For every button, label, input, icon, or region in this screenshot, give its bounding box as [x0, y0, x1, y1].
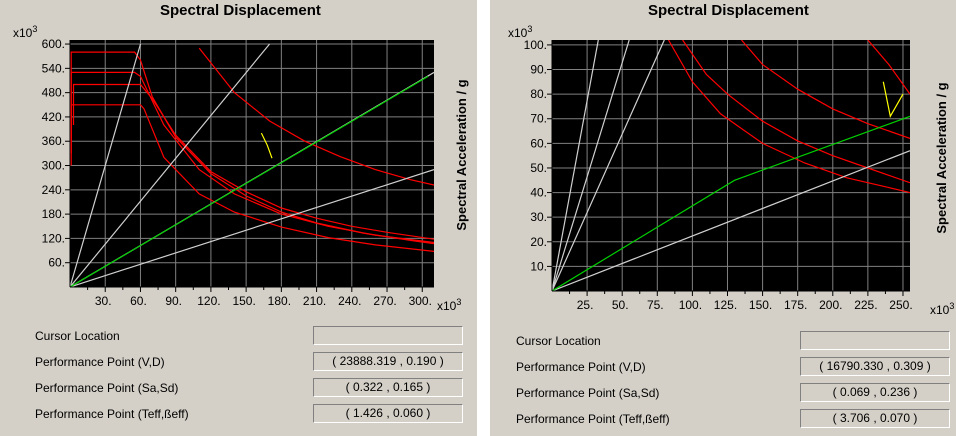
period-line: [552, 150, 910, 291]
chart-title: Spectral Displacement: [648, 2, 809, 19]
performance-point-marker: [260, 132, 273, 159]
performance-point-vd-row: Performance Point (V,D) ( 16790.330 , 0.…: [516, 357, 956, 379]
y-multiplier: x103: [508, 24, 533, 40]
period-line: [552, 40, 599, 291]
cursor-location-row: Cursor Location: [516, 331, 956, 353]
cursor-location-label: Cursor Location: [516, 334, 601, 348]
demand-spectrum-curve: [667, 40, 910, 194]
x-tick-label: 300.: [409, 294, 432, 308]
y-tick-label: 50.: [530, 161, 547, 175]
cursor-location-value: [800, 331, 950, 350]
cursor-location-row: Cursor Location: [35, 326, 465, 348]
performance-point-vd-label: Performance Point (V,D): [35, 355, 165, 369]
period-line: [70, 43, 271, 287]
x-tick-label: 240.: [338, 294, 361, 308]
x-tick-label: 175.: [784, 298, 807, 312]
performance-point-marker: [882, 81, 904, 118]
y-tick-label: 70.: [530, 112, 547, 126]
period-line: [70, 169, 434, 287]
performance-point-teff-row: Performance Point (Teff,ßeff) ( 1.426 , …: [35, 404, 465, 426]
y-tick-label: 60.: [530, 136, 547, 150]
panel-right: Spectral Displacement x103 x103 Spectral…: [490, 0, 956, 436]
y-tick-label: 30.: [530, 210, 547, 224]
performance-point-vd-label: Performance Point (V,D): [516, 360, 646, 374]
performance-point-sasd-row: Performance Point (Sa,Sd) ( 0.322 , 0.16…: [35, 378, 465, 400]
x-tick-label: 50.: [612, 298, 629, 312]
x-tick-label: 125.: [714, 298, 737, 312]
cursor-location-value: [313, 326, 463, 345]
x-tick-label: 180.: [268, 294, 291, 308]
x-tick-label: 270.: [373, 294, 396, 308]
performance-point-vd-row: Performance Point (V,D) ( 23888.319 , 0.…: [35, 352, 465, 374]
spectrum-chart-right[interactable]: 25. 10. 50. 20. 75. 30. 100. 40. 125. 50. 150. 60. 1…: [490, 0, 956, 320]
y-tick-label: 120.: [42, 231, 65, 245]
demand-spectrum-curve: [867, 40, 910, 95]
y-tick-label: 10.: [530, 259, 547, 273]
y-tick-label: 360.: [42, 134, 65, 148]
y-tick-label: 60.: [48, 256, 65, 270]
y-tick-label: 240.: [42, 183, 65, 197]
demand-spectrum-curve: [682, 40, 910, 184]
performance-point-teff-label: Performance Point (Teff,ßeff): [516, 412, 670, 426]
y-tick-label: 480.: [42, 86, 65, 100]
x-tick-label: 30.: [95, 294, 112, 308]
x-tick-label: 90.: [165, 294, 182, 308]
chart-title: Spectral Displacement: [160, 2, 321, 19]
performance-point-sasd-label: Performance Point (Sa,Sd): [516, 386, 660, 400]
x-multiplier: x103: [930, 301, 955, 317]
capacity-curve: [552, 115, 910, 291]
y-tick-label: 90.: [530, 63, 547, 77]
x-tick-label: 25.: [577, 298, 594, 312]
period-line: [70, 43, 142, 287]
performance-point-sasd-value: ( 0.322 , 0.165 ): [313, 378, 463, 397]
performance-point-teff-value: ( 3.706 , 0.070 ): [800, 409, 950, 428]
performance-point-teff-row: Performance Point (Teff,ßeff) ( 3.706 , …: [516, 409, 956, 431]
x-tick-label: 210.: [303, 294, 326, 308]
period-line: [552, 40, 665, 291]
x-tick-label: 225.: [854, 298, 877, 312]
demand-spectrum-curve: [198, 47, 434, 186]
performance-point-sasd-row: Performance Point (Sa,Sd) ( 0.069 , 0.23…: [516, 383, 956, 405]
plot-area[interactable]: [552, 40, 910, 291]
performance-point-vd-value: ( 16790.330 , 0.309 ): [800, 357, 950, 376]
y-tick-label: 540.: [42, 61, 65, 75]
y-tick-label: 80.: [530, 87, 547, 101]
x-tick-label: 100.: [679, 298, 702, 312]
performance-point-sasd-label: Performance Point (Sa,Sd): [35, 381, 179, 395]
x-tick-label: 60.: [130, 294, 147, 308]
demand-spectrum-curve: [70, 71, 434, 244]
y-tick-label: 100.: [524, 38, 547, 52]
spectrum-chart-left[interactable]: 30. 60. 60. 120. 90. 180. 120. 240. 150. 300. 180.…: [0, 0, 477, 320]
x-tick-label: 250.: [889, 298, 912, 312]
x-tick-label: 200.: [819, 298, 842, 312]
demand-spectrum-curve: [72, 83, 434, 240]
y-tick-label: 300.: [42, 159, 65, 173]
x-tick-label: 75.: [647, 298, 664, 312]
x-tick-label: 150.: [232, 294, 255, 308]
performance-point-teff-value: ( 1.426 , 0.060 ): [313, 404, 463, 423]
period-line: [552, 40, 630, 291]
x-multiplier: x103: [437, 297, 462, 313]
y-multiplier: x103: [13, 24, 38, 40]
demand-spectrum-curve: [741, 40, 910, 139]
capacity-curve: [70, 75, 429, 287]
x-tick-label: 150.: [749, 298, 772, 312]
cursor-location-label: Cursor Location: [35, 329, 120, 343]
y-tick-label: 40.: [530, 186, 547, 200]
plot-area[interactable]: [70, 40, 434, 287]
y-tick-label: 180.: [42, 207, 65, 221]
performance-point-teff-label: Performance Point (Teff,ßeff): [35, 407, 189, 421]
y-tick-label: 600.: [42, 37, 65, 51]
performance-point-vd-value: ( 23888.319 , 0.190 ): [313, 352, 463, 371]
panel-left: Spectral Displacement x103 x103 Spectral…: [0, 0, 477, 436]
y-tick-label: 20.: [530, 235, 547, 249]
x-tick-label: 120.: [197, 294, 220, 308]
y-tick-label: 420.: [42, 110, 65, 124]
performance-point-sasd-value: ( 0.069 , 0.236 ): [800, 383, 950, 402]
